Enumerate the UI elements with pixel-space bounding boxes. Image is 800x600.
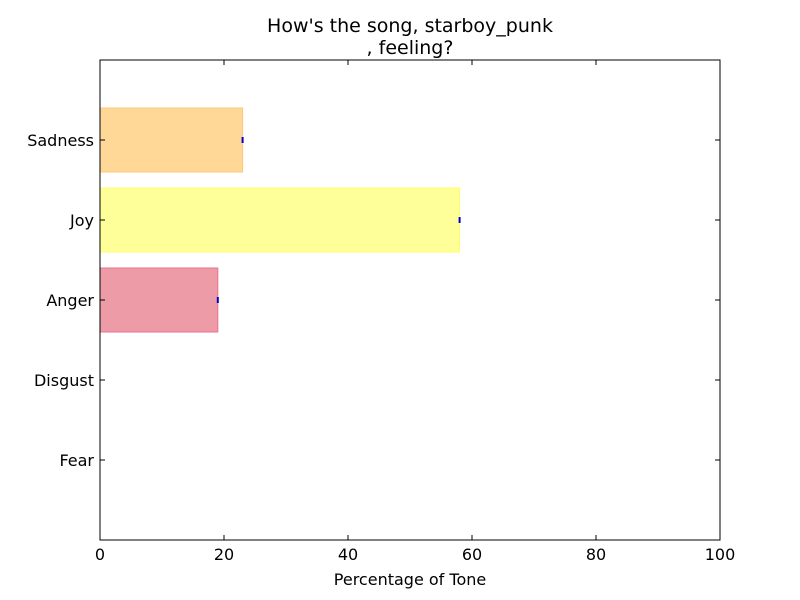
x-tick-label-60: 60: [462, 545, 482, 564]
chart-title-line-2: , feeling?: [367, 37, 454, 59]
y-tick-label-fear: Fear: [59, 451, 94, 470]
plot-frame: [99, 59, 721, 541]
x-tick-label-80: 80: [586, 545, 606, 564]
y-tick-label-disgust: Disgust: [34, 371, 94, 390]
chart-title-line-1: How's the song, starboy_punk: [267, 15, 553, 37]
x-tick-label-0: 0: [95, 545, 105, 564]
x-axis-label: Percentage of Tone: [334, 570, 486, 589]
y-tick-label-sadness: Sadness: [27, 131, 94, 150]
bar-anger: [99, 267, 219, 333]
bars-group: [99, 107, 461, 333]
bar-joy: [99, 187, 461, 253]
x-tick-label-40: 40: [338, 545, 358, 564]
x-tick-label-20: 20: [214, 545, 234, 564]
ticks-group: Sadness Joy Anger Disgust Fear 0 20 40 60 80 100: [27, 60, 735, 564]
y-tick-label-joy: Joy: [69, 211, 94, 230]
y-tick-label-anger: Anger: [46, 291, 94, 310]
bar-sadness: [99, 107, 244, 173]
x-tick-label-100: 100: [705, 545, 736, 564]
